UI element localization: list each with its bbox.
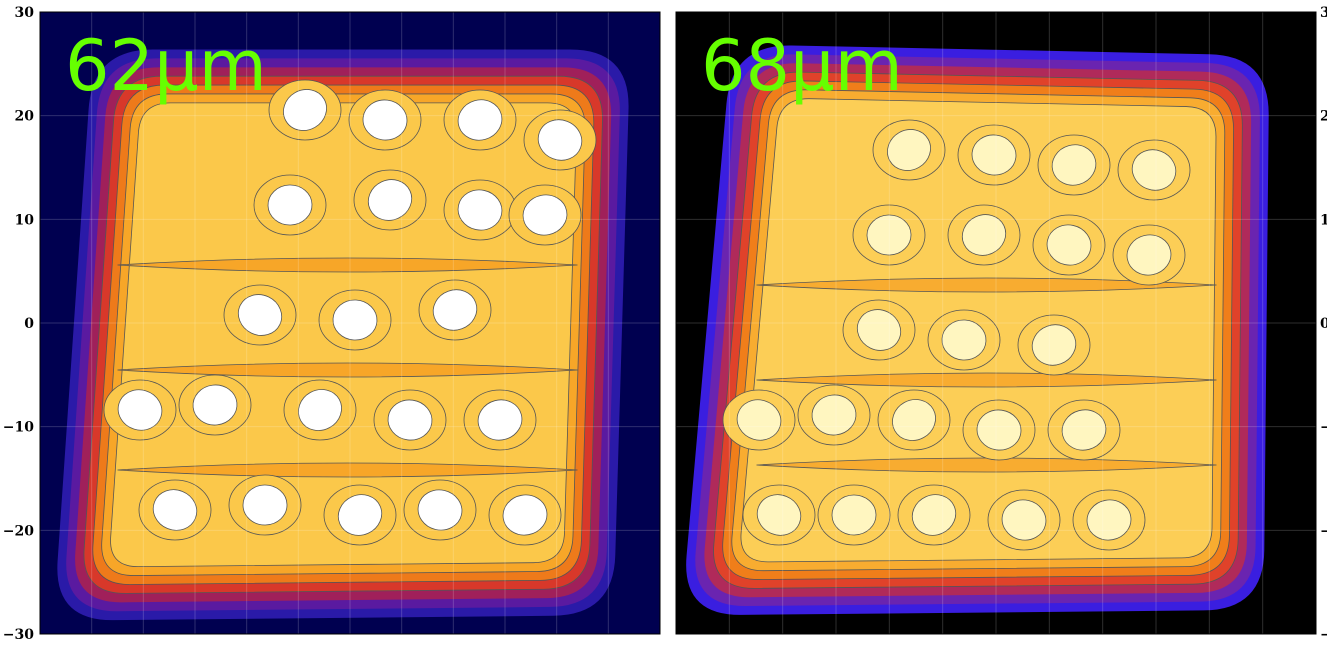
- y-tick-label: 20: [1320, 109, 1327, 125]
- contour-band: [117, 257, 578, 273]
- contour-blob-peak: [811, 394, 857, 436]
- wavelength-label: 62μm: [65, 25, 267, 107]
- contour-band: [117, 362, 578, 378]
- contour-blob-peak: [1131, 149, 1177, 191]
- wavelength-label: 68μm: [701, 25, 903, 107]
- contour-blob-peak: [1051, 144, 1097, 186]
- y-tick-label: −20: [1320, 523, 1327, 539]
- contour-blob-peak: [237, 294, 283, 336]
- heatmap-chart-62um: 30 20 10 0 −10 −20 −30 62μm: [3, 5, 661, 643]
- contour-band: [756, 457, 1217, 473]
- y-tick-label: 0: [24, 316, 34, 332]
- plot-area: [40, 12, 660, 634]
- contour-blob-peak: [756, 494, 802, 536]
- contour-blob-peak: [856, 309, 902, 351]
- plot-frame: [675, 11, 1317, 635]
- y-tick-label: −10: [1320, 420, 1327, 436]
- contour-blob-peak: [117, 389, 163, 431]
- contour-blob-peak: [332, 299, 378, 341]
- contour-blob-peak: [1031, 324, 1077, 366]
- contour-blob-peak: [866, 214, 912, 256]
- contour-blob-peak: [522, 194, 568, 236]
- heatmap-panel-62um: 30 20 10 0 −10 −20 −30 62μm: [3, 5, 661, 643]
- contour-blob-peak: [1061, 409, 1107, 451]
- plot-area: [676, 12, 1316, 634]
- contour-blob-peak: [192, 384, 238, 426]
- contour-blob-peak: [477, 399, 523, 441]
- contour-blob-peak: [736, 399, 782, 441]
- contour-blob-peak: [831, 494, 877, 536]
- contour-blob-peak: [283, 89, 327, 131]
- contour-blob-peak: [502, 494, 548, 536]
- contour-blob-peak: [387, 399, 433, 441]
- contour-blob-peak: [362, 99, 408, 141]
- contour-blob-peak: [1046, 224, 1092, 266]
- y-tick-label: 10: [15, 212, 35, 228]
- contour-blob-peak: [152, 489, 198, 531]
- contour-blob-peak: [1001, 499, 1047, 541]
- contour-blob-peak: [887, 129, 931, 171]
- contour-blob-peak: [1126, 234, 1172, 276]
- y-tick-label: −30: [1320, 627, 1327, 643]
- y-tick-label: 30: [15, 5, 35, 21]
- contour-blob-peak: [432, 289, 478, 331]
- plot-frame: [39, 11, 661, 635]
- contour-blob-peak: [1086, 499, 1132, 541]
- y-tick-label: −20: [3, 523, 34, 539]
- contour-blob-peak: [298, 389, 342, 431]
- y-tick-label: 10: [1320, 212, 1327, 228]
- y-tick-label: −10: [3, 420, 34, 436]
- y-tick-label: 30: [1320, 5, 1327, 21]
- contour-blob-peak: [267, 184, 313, 226]
- contour-blob-peak: [457, 189, 503, 231]
- contour-blob-peak: [892, 399, 936, 441]
- contour-blob-peak: [911, 494, 957, 536]
- contour-blob-peak: [961, 214, 1007, 256]
- contour-band: [756, 277, 1217, 293]
- heatmap-chart-68um: 30 20 10 0 −10 −20 −30 68μm: [675, 5, 1327, 643]
- contour-band: [756, 372, 1217, 388]
- contour-blob-peak: [537, 119, 583, 161]
- contour-blob-peak: [941, 319, 987, 361]
- contour-blob-peak: [242, 484, 288, 526]
- contour-blob-peak: [417, 489, 463, 531]
- heatmap-panel-68um: 30 20 10 0 −10 −20 −30 68μm: [664, 0, 1327, 644]
- contour-blob-peak: [971, 134, 1017, 176]
- y-tick-label: −30: [3, 627, 34, 643]
- y-tick-label: 0: [1320, 316, 1327, 332]
- contour-blob-peak: [976, 409, 1022, 451]
- contour-blob-peak: [337, 494, 383, 536]
- y-tick-label: 20: [15, 109, 35, 125]
- contour-blob-peak: [457, 99, 503, 141]
- contour-blob-peak: [367, 179, 413, 221]
